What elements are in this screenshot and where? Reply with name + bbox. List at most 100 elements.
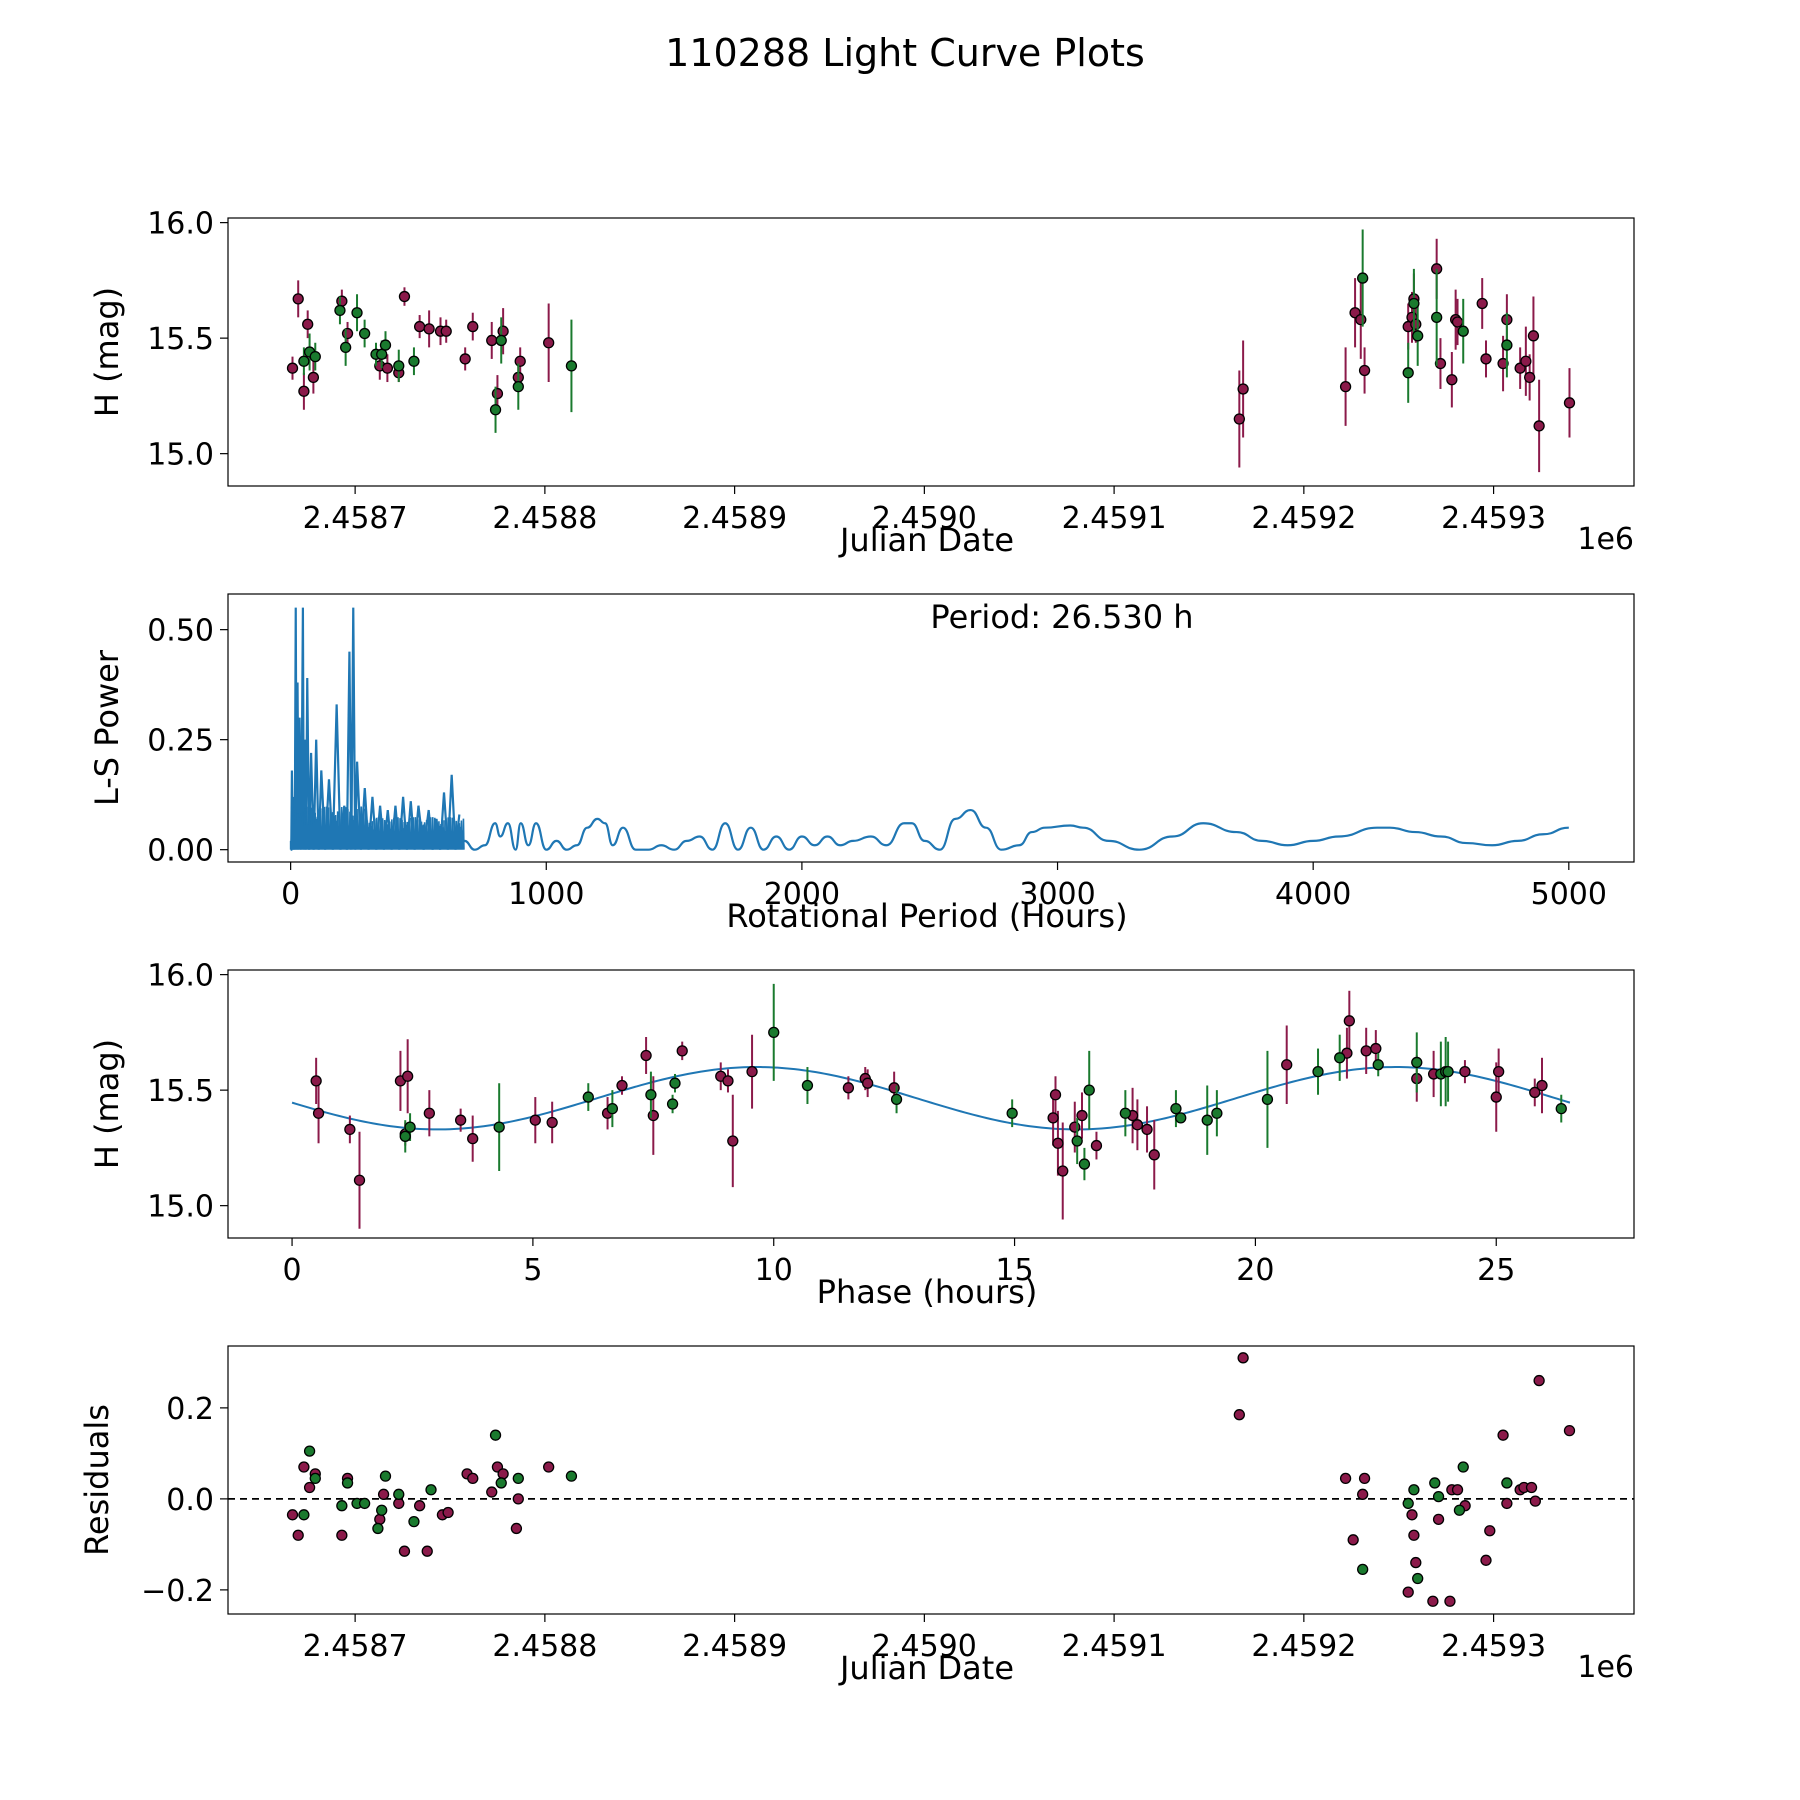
data-point: [1459, 1066, 1471, 1078]
data-point: [1536, 1079, 1548, 1092]
data-point: [1078, 1158, 1091, 1170]
data-point: [1261, 1093, 1274, 1106]
data-point: [1446, 374, 1458, 386]
data-point: [1493, 1066, 1505, 1078]
data-point: [298, 385, 310, 397]
data-point: [336, 1500, 348, 1512]
data-point: [1410, 318, 1422, 330]
data-point: [1497, 357, 1509, 370]
axes-frame: [227, 217, 1635, 487]
data-point: [358, 327, 371, 340]
data-point: [1442, 1066, 1454, 1078]
data-point: [727, 1135, 739, 1147]
x-tick-label: 2.4590: [872, 1629, 977, 1664]
x-tick-label: 2.4592: [1251, 501, 1356, 536]
data-point: [1201, 1114, 1213, 1126]
data-point: [341, 327, 354, 340]
data-point: [423, 323, 435, 335]
data-point: [298, 1461, 310, 1473]
data-point: [491, 387, 504, 400]
data-point: [1501, 1477, 1513, 1489]
data-point: [393, 1488, 405, 1500]
lc-plot-area: [286, 229, 1576, 473]
x-tick-label: 2000: [764, 877, 840, 912]
data-point: [1529, 1495, 1541, 1507]
data-point: [1148, 1149, 1160, 1161]
data-point: [1563, 1424, 1576, 1437]
data-point: [495, 334, 507, 347]
data-point: [376, 348, 388, 360]
x-tick-label: 2.4593: [1441, 1629, 1546, 1664]
x-tick-label: 3000: [1019, 877, 1095, 912]
data-point: [377, 1488, 390, 1500]
data-point: [1175, 1112, 1187, 1124]
data-point: [1119, 1107, 1132, 1119]
data-point: [425, 1484, 437, 1496]
data-point: [1339, 1472, 1352, 1485]
data-point: [529, 1114, 541, 1126]
data-point: [1533, 1374, 1545, 1387]
data-point: [1444, 1595, 1456, 1607]
y-tick-label: 16.0: [147, 207, 214, 242]
x-tick-label: 5: [523, 1253, 542, 1288]
data-point: [1410, 1556, 1422, 1569]
data-point: [842, 1082, 855, 1094]
data-point: [1457, 1461, 1469, 1473]
data-point: [1525, 1481, 1538, 1494]
light-curve-panel: 2.4587 2.4588 2.4589 2.4590 2.4591 2.4592 2.45…: [88, 207, 1635, 559]
data-point: [888, 1082, 900, 1094]
data-point: [512, 1472, 524, 1485]
y-axis-label: Residuals: [78, 1404, 116, 1556]
data-point: [467, 320, 479, 333]
x-tick-label: 10: [755, 1253, 793, 1288]
data-point: [381, 362, 394, 374]
data-point: [292, 1529, 304, 1541]
data-point: [1432, 1490, 1445, 1503]
x-axis-label: Rotational Period (Hours): [726, 897, 1127, 935]
x-tick-label: 5000: [1531, 877, 1607, 912]
data-point: [1408, 297, 1420, 310]
data-point: [1141, 1123, 1153, 1136]
data-point: [722, 1075, 734, 1087]
data-point: [336, 295, 348, 307]
y-tick-label: −0.2: [141, 1574, 214, 1609]
data-point: [1069, 1121, 1081, 1133]
x-tick-label: 2.4589: [682, 1629, 787, 1664]
period-annotation: Period: 26.530 h: [930, 598, 1193, 636]
data-point: [543, 1461, 555, 1473]
phase-curve-panel: 0 5 10 15 20 25 15.0 15.5 16.0 Phase (hours) H (ma…: [88, 959, 1635, 1311]
data-point: [1281, 1059, 1293, 1071]
data-point: [1412, 330, 1424, 342]
data-point: [565, 360, 578, 372]
y-tick-label: 0.50: [147, 614, 214, 649]
data-point: [376, 1504, 388, 1516]
data-point: [565, 1470, 578, 1482]
data-point: [512, 381, 524, 393]
data-point: [353, 1174, 366, 1186]
data-point: [467, 1472, 479, 1485]
data-point: [1071, 1135, 1083, 1147]
data-point: [890, 1093, 903, 1106]
data-point: [1343, 1015, 1355, 1027]
data-point: [1402, 1497, 1414, 1510]
data-point: [1233, 1409, 1245, 1421]
data-point: [1347, 1534, 1359, 1546]
data-point: [1451, 1484, 1464, 1496]
data-point: [1408, 1529, 1420, 1541]
periodogram-line: [464, 808, 1569, 851]
data-point: [399, 1130, 411, 1142]
x-tick-label: 2.4591: [1062, 501, 1167, 536]
data-point: [1490, 1091, 1502, 1103]
data-point: [1358, 1472, 1371, 1485]
data-point: [1501, 1497, 1513, 1510]
axes-frame: [227, 1345, 1635, 1615]
data-point: [339, 341, 352, 354]
data-point: [303, 1481, 316, 1494]
data-point: [1501, 339, 1513, 351]
y-tick-label: 15.0: [147, 1190, 214, 1225]
data-point: [510, 1522, 523, 1535]
data-point: [1360, 1045, 1372, 1057]
y-tick-label: 15.0: [147, 438, 214, 473]
data-point: [1211, 1107, 1223, 1119]
data-point: [1484, 1525, 1496, 1537]
